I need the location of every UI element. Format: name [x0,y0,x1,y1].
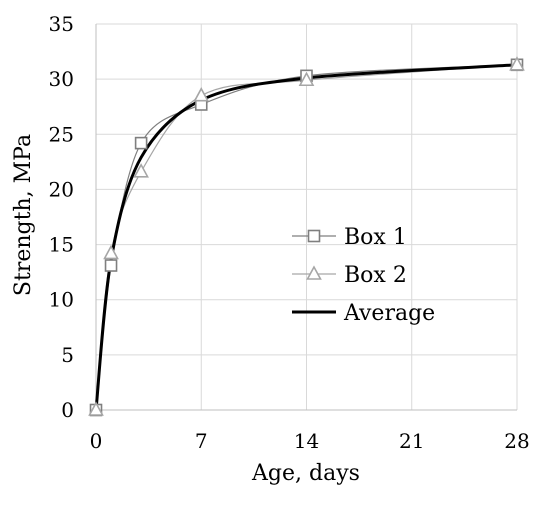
x-tick-label: 21 [399,429,424,453]
legend-label: Box 2 [344,263,407,288]
data-point-series-2 [193,87,210,102]
y-tick-label: 20 [49,177,74,201]
legend-marker [306,265,322,280]
y-axis-title: Strength, MPa [11,134,36,296]
legend-label: Box 1 [344,225,407,250]
legend-marker [307,229,321,243]
tick-labels: 0 5 10 15 20 25 30 35 0 7 14 21 28 [49,12,530,453]
y-tick-label: 25 [49,122,74,146]
series-line-3 [94,63,518,411]
data-point-series-2 [88,401,104,416]
data-point-series-2 [509,56,525,71]
data-point-series-1 [104,259,118,272]
data-point-series-2 [103,244,119,260]
y-tick-label: 35 [49,12,74,36]
x-tick-label: 14 [294,429,319,453]
y-tick-label: 5 [61,343,74,367]
y-tick-label: 15 [49,233,74,257]
y-tick-label: 0 [61,398,74,422]
data-point-series-2 [133,163,149,178]
legend-label: Average [343,301,435,326]
axes [95,24,517,411]
data-point-series-2 [298,71,315,87]
legend: Box 1 Box 2 Average [292,225,435,326]
x-tick-label: 7 [195,429,208,453]
x-axis-title: Age, days [251,461,360,486]
y-tick-label: 30 [49,67,74,91]
y-tick-label: 10 [49,288,74,312]
data-point-series-1 [134,136,148,150]
x-tick-label: 0 [90,429,103,453]
series [88,56,525,417]
x-tick-label: 28 [504,429,529,453]
